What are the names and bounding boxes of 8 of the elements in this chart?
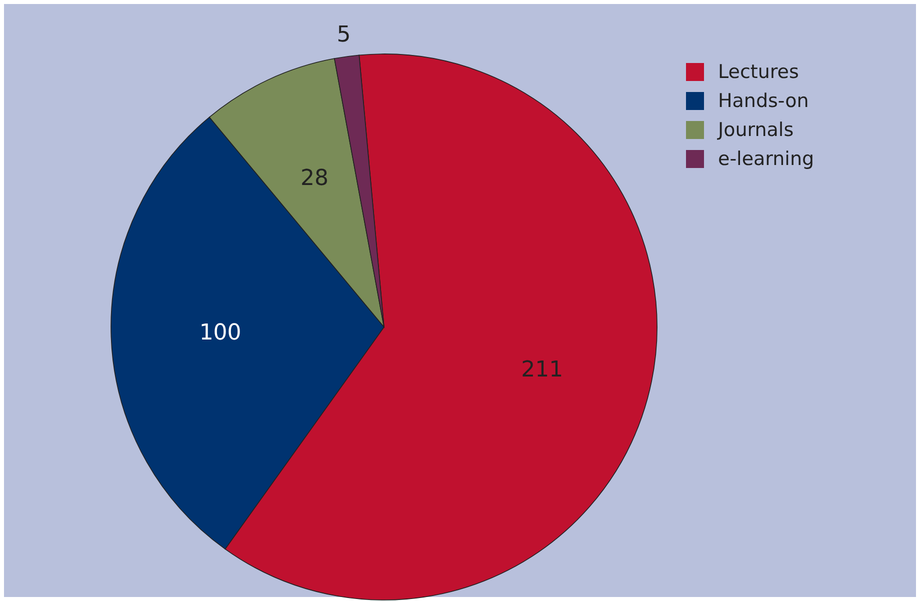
legend-label: Hands-on bbox=[718, 90, 809, 112]
data-label: 211 bbox=[521, 357, 564, 382]
legend-label: e-learning bbox=[718, 148, 814, 170]
data-label: 28 bbox=[300, 166, 328, 192]
legend-label: Lectures bbox=[718, 61, 799, 83]
data-label: 100 bbox=[199, 320, 242, 346]
legend-label: Journals bbox=[717, 119, 794, 141]
data-label: 5 bbox=[336, 22, 351, 48]
